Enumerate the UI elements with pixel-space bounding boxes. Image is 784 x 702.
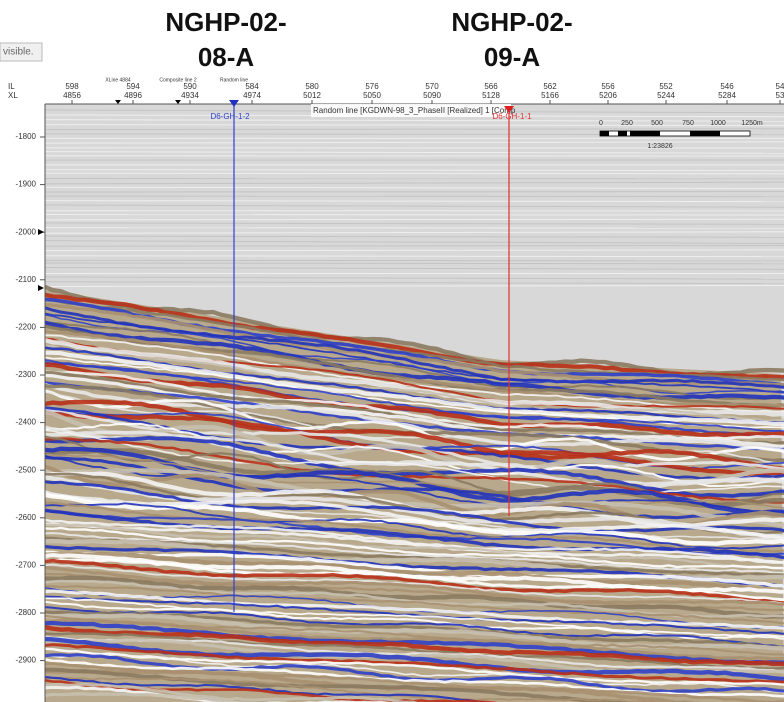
depth-label: -2500 [16,465,37,474]
depth-label: -2000 [16,227,37,236]
xl-tick-label: 5166 [541,91,559,100]
xl-label: XL [8,91,18,100]
scale-bar [600,131,750,136]
depth-label: -2300 [16,370,37,379]
il-tick-label: 54 [776,82,784,91]
depth-label: -1900 [16,180,37,189]
xl-tick-label: 4934 [181,91,199,100]
marker [38,285,44,291]
depth-label: -2900 [16,656,37,665]
marker [38,229,44,235]
section-title: Random line [KGDWN-98_3_PhaseII [Realize… [313,106,516,115]
il-tick-label: 590 [183,82,197,91]
well-heading: 09-A [484,42,541,72]
scale-tick-label: 0 [599,120,603,127]
il-tick-label: 562 [543,82,557,91]
scale-segment [618,131,627,136]
scale-tick-label: 1250m [741,120,763,127]
il-tick-label: 576 [365,82,379,91]
screenshot: visible. IL XL Random line [KGDWN-98_3_P… [0,0,784,702]
il-tick-label: 580 [305,82,319,91]
marker-label: Composite line 2 [159,77,196,83]
xl-tick-label: 4856 [63,91,81,100]
scale-tick-label: 1000 [710,120,726,127]
depth-label: -2800 [16,608,37,617]
il-tick-label: 584 [245,82,259,91]
water-noise [45,196,784,197]
il-tick-label: 556 [601,82,615,91]
il-tick-label: 598 [65,82,79,91]
marker-label: Random line [220,77,248,83]
corner-text: visible. [3,47,34,58]
il-tick-label: 566 [484,82,498,91]
xl-tick-label: 4896 [124,91,142,100]
depth-label: -2200 [16,323,37,332]
scale-segment [690,131,720,136]
depth-label: -2400 [16,418,37,427]
depth-label: -2600 [16,513,37,522]
il-label: IL [8,82,15,91]
water-noise [45,191,784,192]
xl-tick-label: 5284 [718,91,736,100]
well-heading: NGHP-02- [451,7,572,37]
xl-tick-label: 5128 [482,91,500,100]
xl-tick-label: 5012 [303,91,321,100]
well-label: D6-GH-1-1 [492,112,532,121]
xl-tick-label: 5090 [423,91,441,100]
water-noise [45,228,784,229]
scale-tick-label: 500 [651,120,663,127]
marker [115,100,121,104]
depth-label: -1800 [16,132,37,141]
depth-label: -2100 [16,275,37,284]
xl-tick-label: 5244 [657,91,675,100]
well-heading: NGHP-02- [165,7,286,37]
xl-tick-label: 5206 [599,91,617,100]
il-tick-label: 570 [425,82,439,91]
scale-segment [630,131,660,136]
il-tick-label: 546 [720,82,734,91]
scale-segment [600,131,609,136]
water-noise [45,219,784,220]
marker-label: XLine 4884 [105,77,131,83]
depth-label: -2700 [16,561,37,570]
scale-ratio: 1:23826 [647,143,672,150]
well-heading: 08-A [198,42,255,72]
xl-tick-label: 5050 [363,91,381,100]
marker [175,100,181,104]
scale-tick-label: 750 [682,120,694,127]
il-tick-label: 552 [659,82,673,91]
well-label: D6-GH-1-2 [210,112,250,121]
il-tick-label: 594 [126,82,140,91]
xl-tick-label: 4974 [243,91,261,100]
xl-tick-label: 53 [776,91,784,100]
water-noise [45,173,784,174]
scale-tick-label: 250 [621,120,633,127]
